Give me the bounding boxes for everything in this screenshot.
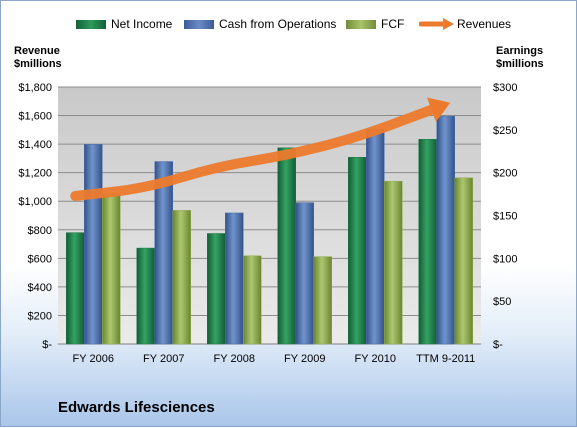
category-label: FY 2008	[214, 353, 255, 365]
category-label: FY 2010	[355, 353, 396, 365]
right-tick-label: $100	[493, 253, 517, 265]
left-tick-label: $1,400	[18, 139, 52, 151]
category-label: FY 2007	[143, 353, 184, 365]
left-tick-label: $1,200	[18, 168, 52, 180]
bar-fcf	[102, 193, 120, 344]
category-label: TTM 9-2011	[416, 353, 475, 365]
category-label: FY 2006	[73, 353, 114, 365]
right-tick-label: $300	[493, 82, 517, 94]
left-tick-label: $400	[28, 282, 52, 294]
plot-background	[58, 87, 481, 344]
bar-net-income	[137, 248, 155, 344]
bar-fcf	[173, 210, 191, 344]
left-tick-label: $-	[42, 339, 52, 351]
bar-cash-from-operations	[84, 144, 102, 344]
left-tick-label: $1,000	[18, 196, 52, 208]
bar-fcf	[455, 178, 473, 344]
bar-cash-from-operations	[225, 213, 243, 344]
left-tick-label: $600	[28, 253, 52, 265]
right-tick-label: $-	[493, 339, 503, 351]
bar-fcf	[243, 256, 261, 344]
bar-cash-from-operations	[366, 129, 384, 344]
right-tick-label: $200	[493, 168, 517, 180]
bar-net-income	[419, 139, 437, 344]
right-tick-label: $150	[493, 211, 517, 223]
chart-title: Edwards Lifesciences	[58, 399, 215, 416]
bar-cash-from-operations	[296, 203, 314, 344]
right-tick-label: $250	[493, 125, 517, 137]
left-tick-label: $800	[28, 225, 52, 237]
bar-net-income	[66, 233, 84, 344]
bar-fcf	[314, 257, 332, 344]
left-tick-label: $200	[28, 310, 52, 322]
left-tick-label: $1,800	[18, 82, 52, 94]
bar-net-income	[348, 157, 366, 344]
bar-fcf	[384, 181, 402, 344]
category-label: FY 2009	[284, 353, 325, 365]
bar-net-income	[207, 233, 225, 344]
bar-net-income	[278, 148, 296, 344]
left-tick-label: $1,600	[18, 111, 52, 123]
right-tick-label: $50	[493, 296, 511, 308]
bar-cash-from-operations	[437, 116, 455, 344]
